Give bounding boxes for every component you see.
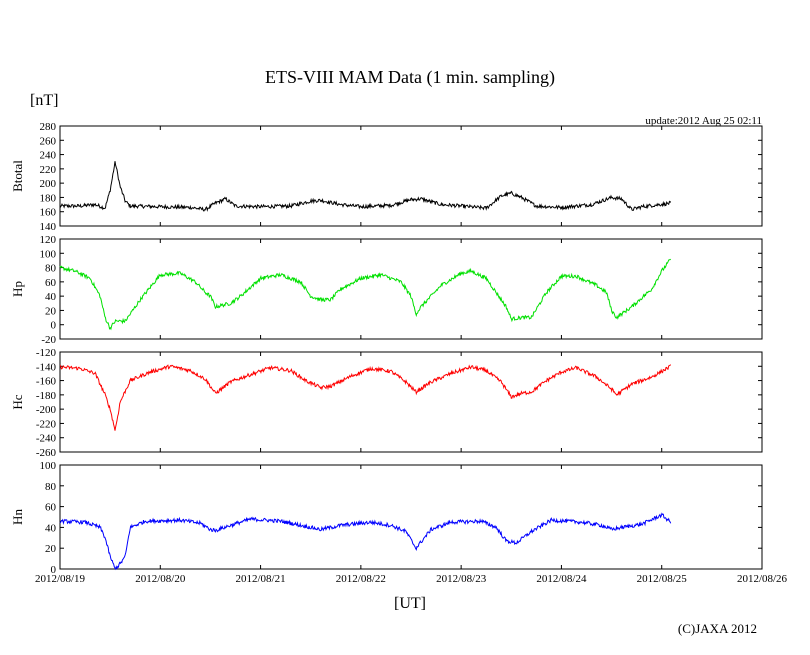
y-tick-label: 100 (40, 248, 57, 260)
y-tick-label: -160 (36, 376, 57, 388)
y-tick-label: -260 (36, 447, 57, 459)
y-tick-label: 220 (40, 164, 57, 176)
y-tick-label: 120 (40, 234, 57, 246)
chart-title: ETS-VIII MAM Data (1 min. sampling) (265, 67, 555, 88)
y-tick-label: 140 (40, 221, 57, 233)
panel-label-hn: Hn (10, 509, 25, 525)
series-btotal (59, 161, 672, 212)
panel-btotal: 140 160 180 200 220 240 260 280 Btotal (10, 121, 763, 233)
y-tick-label: -180 (36, 390, 57, 402)
panel-hn: 0 20 40 60 80 100 Hn (10, 460, 763, 576)
y-tick-label: 260 (40, 135, 57, 147)
y-tick-label: 60 (45, 277, 57, 289)
y-tick-label: 200 (40, 178, 57, 190)
x-tick-label: 2012/08/20 (135, 573, 186, 585)
x-tick-label: 2012/08/23 (436, 573, 487, 585)
x-tick-label: 2012/08/26 (737, 573, 788, 585)
y-tick-label: -120 (36, 347, 57, 359)
y-tick-label: 160 (40, 207, 57, 219)
y-tick-label: 240 (40, 150, 57, 162)
panel-label-btotal: Btotal (10, 160, 25, 192)
unit-label: [nT] (30, 92, 58, 109)
y-tick-label: 0 (51, 564, 57, 576)
y-tick-label: 20 (45, 305, 57, 317)
y-tick-label: 0 (51, 320, 57, 332)
panel-label-hc: Hc (10, 394, 25, 409)
y-tick-label: 40 (45, 291, 57, 303)
x-tick-label: 2012/08/19 (35, 573, 86, 585)
y-tick-label: -20 (41, 334, 56, 346)
y-tick-label: 80 (45, 481, 57, 493)
update-timestamp: update:2012 Aug 25 02:11 (645, 115, 762, 127)
panel-frame (59, 238, 763, 340)
copyright: (C)JAXA 2012 (678, 621, 757, 636)
panel-hc: -260 -240 -220 -200 -180 -160 -140 -120 Hc (10, 347, 763, 459)
panel-frame (59, 464, 763, 570)
y-tick-label: 60 (45, 502, 57, 514)
y-tick-label: -140 (36, 361, 57, 373)
x-axis-label: [UT] (394, 595, 426, 612)
y-tick-label: 280 (40, 121, 57, 133)
series-hn (59, 512, 672, 571)
y-tick-label: 40 (45, 522, 57, 534)
y-tick-label: 20 (45, 543, 57, 555)
y-tick-label: 80 (45, 263, 57, 275)
y-tick-label: -220 (36, 418, 57, 430)
x-tick-label: 2012/08/24 (536, 573, 587, 585)
x-tick-label: 2012/08/21 (236, 573, 286, 585)
x-axis-ticks: 2012/08/19 2012/08/20 2012/08/21 2012/08/22… (35, 573, 788, 585)
panel-frame (59, 125, 763, 227)
y-tick-label: -200 (36, 404, 57, 416)
y-tick-label: -240 (36, 433, 57, 445)
y-tick-label: 100 (40, 460, 57, 472)
panel-frame (59, 351, 763, 453)
series-hc (59, 364, 672, 431)
panel-label-hp: Hp (10, 281, 25, 297)
y-tick-label: 180 (40, 192, 57, 204)
series-hp (59, 258, 672, 331)
x-tick-label: 2012/08/22 (336, 573, 386, 585)
x-tick-label: 2012/08/25 (637, 573, 688, 585)
panels-group: 140160180200220240260280Btotal-200204060… (10, 121, 763, 576)
panel-hp: -20 0 20 40 60 80 100 120 Hp (10, 234, 763, 346)
